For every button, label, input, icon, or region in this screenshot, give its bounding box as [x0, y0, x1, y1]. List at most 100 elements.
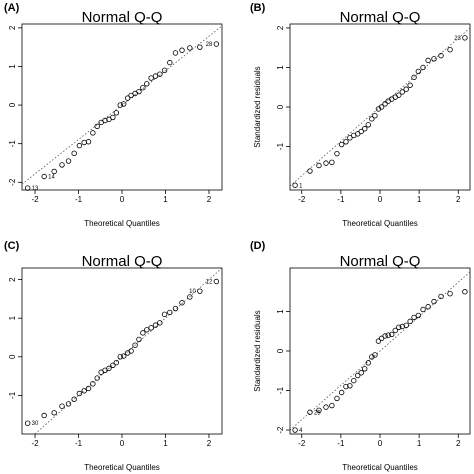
data-point	[81, 388, 87, 394]
data-point	[94, 375, 100, 381]
x-tick-label: -1	[75, 439, 83, 448]
data-point	[396, 92, 402, 98]
data-point	[382, 333, 388, 339]
point-label: 30	[32, 421, 39, 427]
data-point	[323, 404, 329, 410]
data-point	[117, 102, 123, 108]
panel-label: (A)	[4, 2, 20, 14]
data-point	[372, 352, 378, 358]
x-tick-label: 0	[378, 439, 383, 448]
data-point	[124, 95, 131, 101]
data-point	[24, 185, 31, 191]
data-point	[152, 73, 159, 79]
data-point	[307, 409, 313, 415]
data-point	[415, 68, 422, 75]
data-point	[362, 126, 368, 132]
x-axis-label: Theoretical Quantiles	[342, 219, 418, 228]
y-tick-label: 1	[8, 64, 17, 69]
reference-line	[22, 25, 222, 185]
x-tick-label: 0	[120, 439, 125, 448]
data-point	[106, 365, 112, 372]
x-tick-label: 2	[207, 195, 212, 204]
panel-label: (D)	[250, 240, 266, 252]
data-point	[102, 117, 108, 124]
data-point	[292, 182, 298, 188]
x-axis-label: Theoretical Quantiles	[84, 219, 160, 228]
data-point	[140, 84, 146, 91]
x-tick-label: 1	[163, 439, 168, 448]
data-point	[375, 338, 382, 344]
data-point	[343, 139, 349, 145]
y-tick-label: -1	[276, 386, 285, 394]
point-label: 1	[299, 183, 303, 189]
data-point	[316, 162, 322, 169]
x-tick-label: -1	[75, 195, 83, 204]
data-point	[167, 59, 173, 66]
x-tick-label: -1	[337, 195, 345, 204]
data-point	[354, 372, 361, 379]
x-tick-label: 2	[456, 439, 461, 448]
x-tick-label: 2	[456, 195, 461, 204]
data-point	[347, 135, 353, 141]
data-point	[136, 336, 142, 343]
point-label: 4	[299, 428, 303, 434]
panel-a: (A) Normal Q-Q -2 -1 0 1 2 -2 -1 0 1 2 Theoretical Q…	[4, 2, 223, 228]
x-tick-label: 1	[417, 439, 422, 448]
point-label: 23	[454, 36, 461, 42]
data-point	[411, 74, 417, 81]
data-point	[113, 359, 120, 366]
data-point	[167, 309, 173, 316]
data-point	[76, 142, 83, 149]
data-point	[425, 57, 431, 64]
chart-title: Normal Q-Q	[340, 253, 421, 270]
data-point	[187, 294, 193, 300]
data-point	[148, 75, 154, 81]
y-tick-label: -1	[8, 391, 17, 399]
panel-label: (C)	[4, 240, 20, 252]
data-point	[378, 104, 385, 110]
y-tick-label: 0	[276, 348, 285, 353]
data-point	[372, 112, 378, 119]
y-tick-label: -1	[276, 142, 285, 150]
data-point	[144, 327, 150, 333]
data-point	[94, 123, 100, 130]
data-point	[51, 410, 57, 416]
data-point	[347, 383, 353, 389]
data-point	[140, 330, 146, 336]
data-point	[385, 332, 391, 338]
data-point	[161, 67, 168, 74]
x-tick-label: -2	[31, 439, 39, 448]
reference-line	[34, 268, 222, 434]
data-point	[117, 354, 123, 360]
data-point	[161, 311, 168, 318]
data-point	[148, 325, 154, 331]
data-point	[197, 288, 203, 294]
x-tick-label: 0	[120, 195, 125, 204]
y-tick-label: -2	[276, 426, 285, 434]
data-point	[157, 71, 163, 77]
data-point	[179, 300, 185, 306]
data-point	[334, 150, 340, 157]
x-axis-label: Theoretical Quantiles	[342, 463, 418, 472]
data-point	[431, 56, 437, 62]
data-point	[81, 139, 87, 146]
data-point	[411, 314, 417, 321]
chart-title: Normal Q-Q	[340, 9, 421, 26]
x-tick-label: -2	[31, 195, 39, 204]
data-point	[329, 402, 335, 409]
data-point	[358, 370, 364, 376]
data-point	[396, 324, 402, 330]
data-point	[399, 89, 406, 95]
x-tick-label: -2	[298, 195, 306, 204]
x-tick-label: 0	[378, 195, 383, 204]
data-point	[132, 342, 138, 348]
data-point	[407, 82, 413, 88]
data-point	[76, 390, 83, 397]
data-point	[447, 46, 453, 53]
chart-title: Normal Q-Q	[82, 9, 163, 26]
data-point	[338, 141, 345, 148]
data-point	[407, 318, 413, 325]
data-point	[197, 44, 203, 50]
data-point	[213, 41, 220, 47]
